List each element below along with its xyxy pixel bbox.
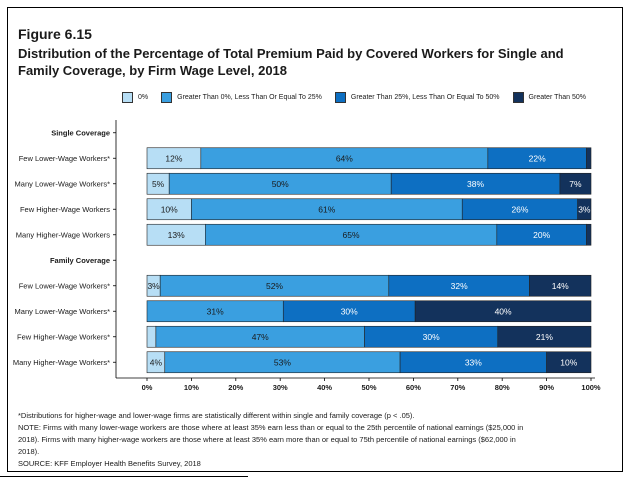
legend-swatch-3: [512, 91, 524, 103]
x-tick-label-8: 80%: [495, 383, 510, 392]
chart-notes: *Distributions for higher-wage and lower…: [18, 410, 612, 470]
legend-label-0: 0%: [138, 93, 149, 101]
group-label-1: Family Coverage: [50, 256, 110, 265]
bar-segment-1-2-3: [497, 325, 592, 348]
bar-label-0-3-2: 20%: [533, 230, 550, 240]
bar-label-1-3-3: 10%: [560, 357, 577, 367]
x-tick-label-10: 100%: [581, 383, 601, 392]
bar-label-0-2-1: 61%: [318, 204, 335, 214]
legend-item-2: Greater Than 25%, Less Than Or Equal To …: [334, 91, 500, 103]
note-line-1: NOTE: Firms with many lower-wage workers…: [18, 423, 524, 432]
row-label-0-2: Few Higher-Wage Workers: [20, 205, 110, 214]
bar-label-0-0-0: 12%: [165, 153, 182, 163]
legend-item-0: 0%: [122, 91, 149, 103]
bar-label-0-1-0: 5%: [152, 179, 165, 189]
bar-label-1-3-2: 33%: [465, 357, 482, 367]
bar-segment-0-2-3: [577, 198, 592, 221]
bar-label-1-0-0: 3%: [147, 281, 160, 291]
row-label-1-3: Many Higher-Wage Workers*: [13, 358, 110, 367]
bar-label-1-3-0: 4%: [150, 357, 163, 367]
x-tick-label-9: 90%: [539, 383, 554, 392]
bar-segment-1-1-3: [414, 300, 592, 323]
row-label-0-0: Few Lower-Wage Workers*: [19, 154, 110, 163]
bar-label-0-0-2: 22%: [529, 153, 546, 163]
bar-label-0-2-3: 3%: [578, 204, 591, 214]
bar-segment-1-0-3: [529, 274, 592, 297]
legend-swatch-1: [161, 91, 173, 103]
bar-label-0-1-2: 38%: [467, 179, 484, 189]
x-tick-label-4: 40%: [317, 383, 332, 392]
bar-label-1-1-3: 40%: [495, 306, 512, 316]
bar-label-1-0-3: 14%: [552, 281, 569, 291]
x-tick-label-0: 0%: [142, 383, 153, 392]
bar-label-0-0-1: 64%: [336, 153, 353, 163]
bar-segment-0-0-3: [586, 147, 592, 170]
note-line-2: 2018). Firms with many higher-wage worke…: [18, 435, 516, 444]
legend-item-1: Greater Than 0%, Less Than Or Equal To 2…: [161, 91, 322, 103]
group-label-0: Single Coverage: [51, 128, 110, 137]
bar-segment-0-1-3: [559, 172, 592, 195]
figure-frame: [7, 7, 623, 472]
bar-label-1-2-2: 30%: [423, 332, 440, 342]
bar-segment-1-2-0: [146, 325, 157, 348]
x-tick-label-7: 70%: [450, 383, 465, 392]
row-label-1-1: Many Lower-Wage Workers*: [15, 307, 111, 316]
bar-label-1-3-1: 53%: [274, 357, 291, 367]
legend-label-3: Greater Than 50%: [528, 93, 587, 101]
legend-item-3: Greater Than 50%: [512, 91, 587, 103]
bar-label-0-1-3: 7%: [569, 179, 582, 189]
stacked-bar-chart: 0% 10% 20% 30% 40% 50% 60% 70% 80% 90% 100% Single …: [13, 120, 601, 392]
x-tick-label-1: 10%: [184, 383, 199, 392]
bar-label-0-3-1: 65%: [343, 230, 360, 240]
bar-label-0-3-0: 13%: [168, 230, 185, 240]
bar-label-0-2-2: 26%: [511, 204, 528, 214]
bar-label-1-2-1: 47%: [252, 332, 269, 342]
x-tick-label-2: 20%: [228, 383, 243, 392]
note-line-3: 2018).: [18, 447, 40, 456]
bar-segment-0-3-3: [586, 223, 592, 246]
bar-label-1-0-1: 52%: [266, 281, 283, 291]
bar-segment-1-3-3: [546, 351, 592, 374]
x-tick-label-3: 30%: [273, 383, 288, 392]
bar-label-1-0-2: 32%: [451, 281, 468, 291]
chart-legend: 0% Greater Than 0%, Less Than Or Equal T…: [122, 89, 599, 105]
row-label-1-2: Few Higher-Wage Workers*: [17, 332, 110, 341]
row-label-1-0: Few Lower-Wage Workers*: [19, 281, 110, 290]
bar-label-0-2-0: 10%: [161, 204, 178, 214]
row-label-0-3: Many Higher-Wage Workers: [16, 230, 110, 239]
legend-label-1: Greater Than 0%, Less Than Or Equal To 2…: [177, 93, 322, 101]
x-tick-label-6: 60%: [406, 383, 421, 392]
chart-title: Distribution of the Percentage of Total …: [18, 46, 564, 78]
legend-label-2: Greater Than 25%, Less Than Or Equal To …: [350, 93, 500, 101]
legend-swatch-0: [122, 91, 133, 103]
x-tick-label-5: 50%: [361, 383, 376, 392]
note-line-0: *Distributions for higher-wage and lower…: [18, 411, 415, 420]
bar-label-1-1-1: 31%: [207, 306, 224, 316]
bar-label-0-1-1: 50%: [272, 179, 289, 189]
legend-swatch-2: [334, 91, 346, 103]
figure-label: Figure 6.15: [18, 26, 92, 42]
bar-label-1-1-2: 30%: [341, 306, 358, 316]
footer-rule: [0, 476, 248, 477]
note-line-4: SOURCE: KFF Employer Health Benefits Sur…: [18, 459, 201, 468]
row-label-0-1: Many Lower-Wage Workers*: [15, 179, 111, 188]
bar-label-1-2-3: 21%: [536, 332, 553, 342]
